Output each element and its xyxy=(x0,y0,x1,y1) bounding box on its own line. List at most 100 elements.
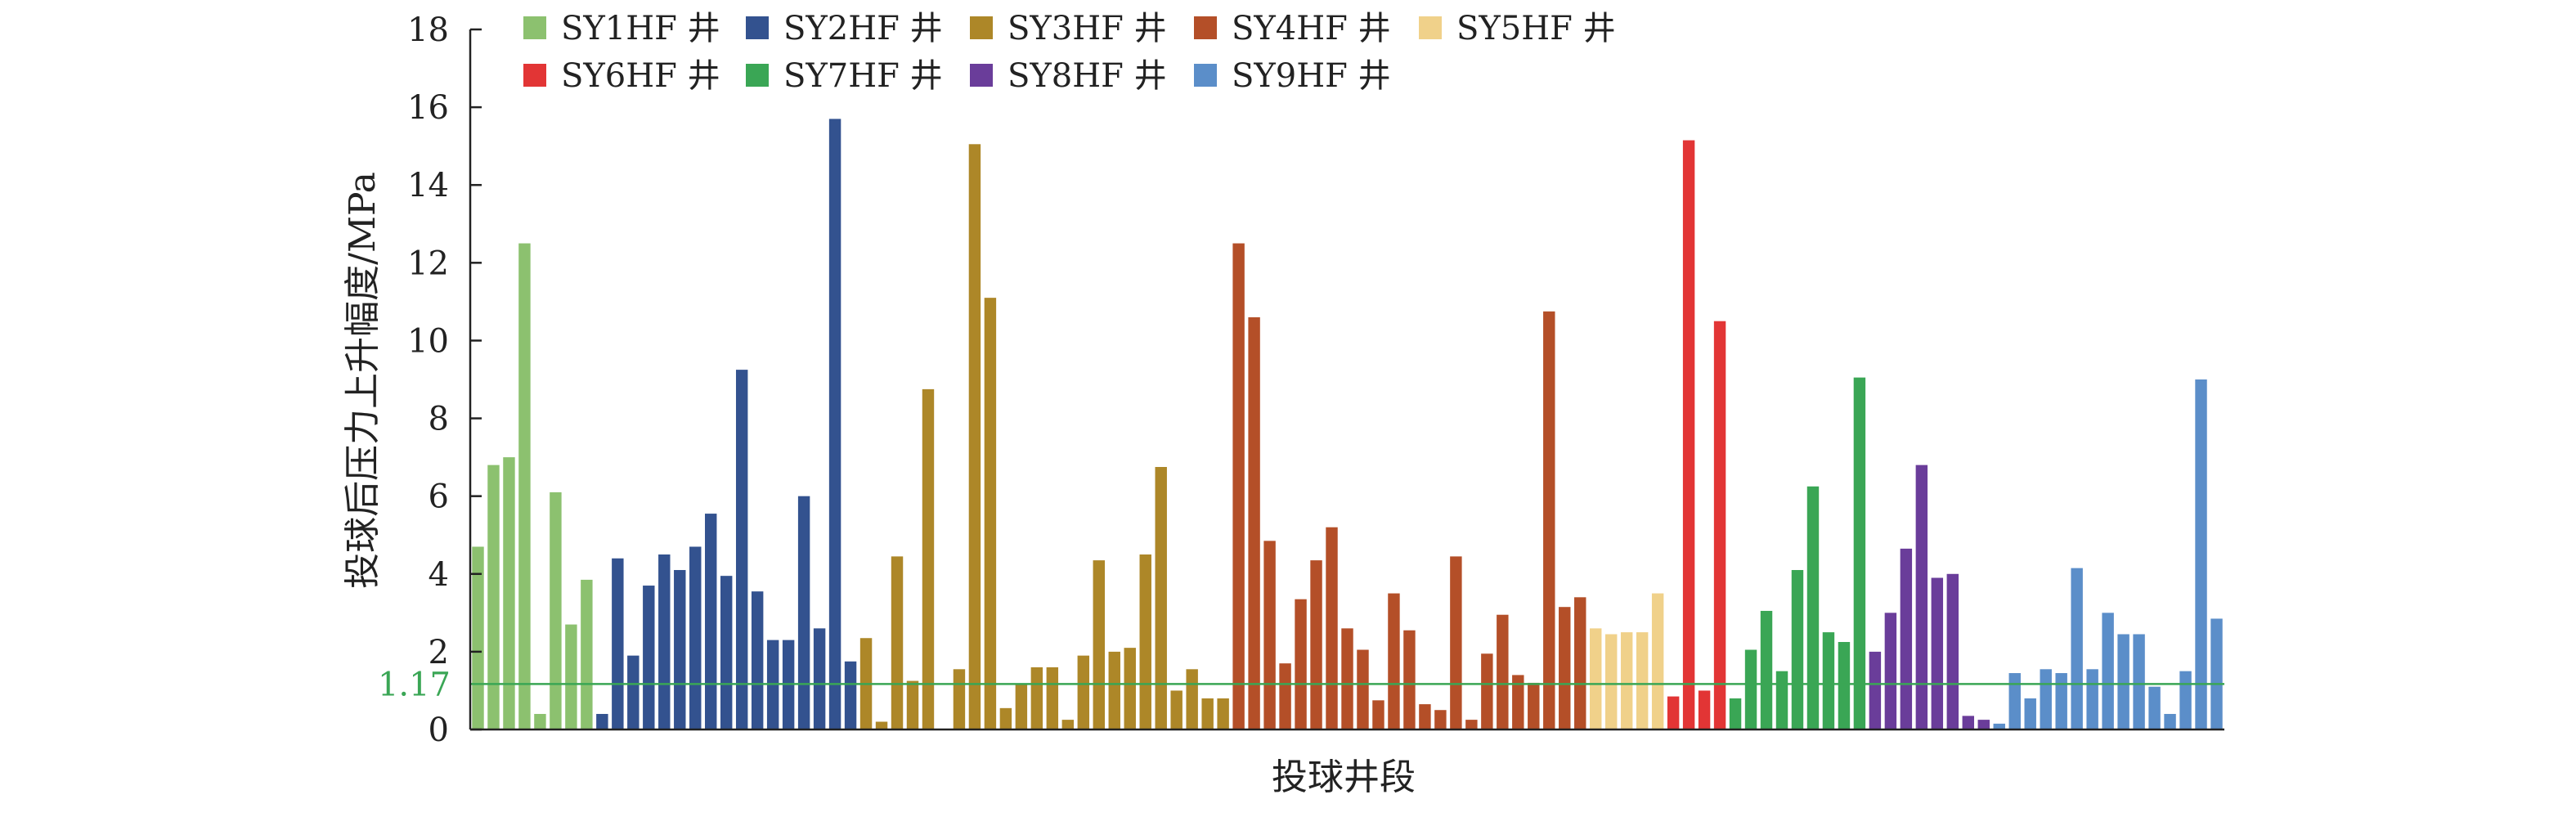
bar-series-3-item-16 xyxy=(1093,560,1105,729)
reference-line-layer: 1.17 xyxy=(378,666,2224,703)
bar-series-9-item-9 xyxy=(2117,634,2129,729)
bar-series-3-item-12 xyxy=(1030,667,1043,729)
bar-series-9-item-3 xyxy=(2024,698,2036,729)
bar-series-3-item-21 xyxy=(1170,690,1183,729)
y-tick-label-2: 2 xyxy=(429,634,449,671)
bar-series-2-item-6 xyxy=(674,570,686,729)
bar-series-4-item-15 xyxy=(1450,556,1462,729)
y-tick-label-10: 10 xyxy=(407,322,449,360)
bar-series-2-item-3 xyxy=(627,655,640,729)
bar-series-4-item-11 xyxy=(1388,593,1400,729)
bar-series-1-item-7 xyxy=(565,624,577,729)
bar-series-4-item-4 xyxy=(1279,663,1291,729)
bar-series-8-item-1 xyxy=(1869,651,1882,729)
reference-line-label: 1.17 xyxy=(378,666,451,703)
bar-series-9-item-11 xyxy=(2148,686,2161,729)
bar-series-4-item-22 xyxy=(1559,607,1571,729)
bar-series-2-item-5 xyxy=(658,554,671,729)
bar-series-4-item-10 xyxy=(1372,700,1384,729)
bar-series-3-item-3 xyxy=(891,556,904,729)
y-tick-label-0: 0 xyxy=(429,712,449,749)
bar-series-9-item-7 xyxy=(2086,669,2098,729)
bar-series-3-item-15 xyxy=(1077,655,1090,729)
y-axis-title: 投球后压力上升幅度/MPa xyxy=(342,172,384,589)
bar-series-4-item-20 xyxy=(1528,682,1540,729)
bar-series-9-item-8 xyxy=(2102,613,2114,729)
bar-series-7-item-6 xyxy=(1806,486,1820,729)
bar-series-3-item-11 xyxy=(1015,685,1028,729)
bar-series-3-item-9 xyxy=(984,298,997,729)
bar-series-4-item-6 xyxy=(1310,560,1322,729)
bar-series-2-item-14 xyxy=(797,496,810,729)
bar-series-2-item-15 xyxy=(813,628,826,729)
bar-series-2-item-11 xyxy=(751,591,764,729)
bar-series-6-item-1 xyxy=(1667,696,1680,729)
bar-series-3-item-24 xyxy=(1217,698,1229,729)
legend-swatch-3 xyxy=(970,16,993,39)
bar-series-3-item-13 xyxy=(1046,667,1059,729)
bar-series-4-item-5 xyxy=(1295,599,1307,729)
bar-series-8-item-2 xyxy=(1884,613,1897,729)
bar-series-5-item-1 xyxy=(1590,628,1602,729)
legend-swatch-1 xyxy=(523,16,546,39)
legend-swatch-8 xyxy=(970,64,993,87)
bar-series-7-item-2 xyxy=(1744,649,1757,729)
y-tick-label-16: 16 xyxy=(407,89,449,127)
bar-series-1-item-2 xyxy=(487,465,500,729)
bar-series-4-item-8 xyxy=(1341,628,1353,729)
bar-series-2-item-17 xyxy=(844,661,857,729)
bar-series-9-item-4 xyxy=(2040,669,2052,729)
bar-series-3-item-5 xyxy=(922,388,935,729)
bar-series-9-item-13 xyxy=(2179,671,2192,729)
bar-series-2-item-10 xyxy=(735,370,748,729)
bar-series-9-item-1 xyxy=(1993,723,2005,729)
bar-series-1-item-3 xyxy=(503,457,515,729)
bar-series-7-item-4 xyxy=(1775,671,1788,729)
legend-label-2: SY2HF 井 xyxy=(783,10,943,47)
legend-label-4: SY4HF 井 xyxy=(1232,10,1391,47)
bar-series-3-item-23 xyxy=(1201,698,1214,729)
bar-series-4-item-23 xyxy=(1574,597,1586,729)
legend-label-9: SY9HF 井 xyxy=(1232,57,1391,95)
axes-layer: 0 2 4 6 8 10 12 14 16 18 xyxy=(407,11,2224,749)
bar-series-8-item-3 xyxy=(1900,548,1913,729)
y-tick-label-12: 12 xyxy=(407,245,449,282)
bar-series-3-item-10 xyxy=(999,707,1012,729)
legend-swatch-6 xyxy=(523,64,546,87)
bar-series-2-item-1 xyxy=(596,713,608,729)
legend-label-5: SY5HF 井 xyxy=(1456,10,1616,47)
legend-swatch-5 xyxy=(1419,16,1442,39)
bar-series-4-item-16 xyxy=(1465,720,1478,729)
bar-series-1-item-4 xyxy=(518,243,531,729)
y-tick-label-18: 18 xyxy=(407,11,449,49)
y-tick-label-8: 8 xyxy=(429,401,449,438)
bar-series-3-item-4 xyxy=(906,680,919,729)
bar-series-4-item-21 xyxy=(1543,311,1555,729)
bar-series-7-item-3 xyxy=(1760,610,1773,729)
legend-label-7: SY7HF 井 xyxy=(783,57,943,95)
bar-series-4-item-7 xyxy=(1326,527,1338,729)
bar-series-4-item-17 xyxy=(1481,653,1493,729)
bar-series-3-item-14 xyxy=(1061,720,1075,729)
bar-series-2-item-4 xyxy=(643,586,655,729)
legend-label-8: SY8HF 井 xyxy=(1008,57,1167,95)
bar-series-8-item-8 xyxy=(1977,720,1990,729)
bar-series-4-item-18 xyxy=(1497,614,1509,729)
bar-series-1-item-8 xyxy=(581,579,593,729)
bar-series-2-item-8 xyxy=(705,514,717,729)
bar-series-7-item-5 xyxy=(1791,570,1804,729)
bar-series-7-item-9 xyxy=(1853,377,1866,729)
bars-layer xyxy=(472,119,2223,730)
bar-series-2-item-2 xyxy=(612,558,624,729)
bar-series-4-item-13 xyxy=(1419,704,1431,729)
bar-series-9-item-5 xyxy=(2055,673,2067,729)
bar-series-9-item-15 xyxy=(2210,618,2223,729)
bar-series-3-item-22 xyxy=(1186,669,1198,729)
bar-series-1-item-5 xyxy=(534,713,546,729)
legend-swatch-2 xyxy=(746,16,769,39)
bar-series-4-item-2 xyxy=(1248,316,1260,729)
legend-label-1: SY1HF 井 xyxy=(561,10,720,47)
bar-series-3-item-18 xyxy=(1124,648,1136,729)
